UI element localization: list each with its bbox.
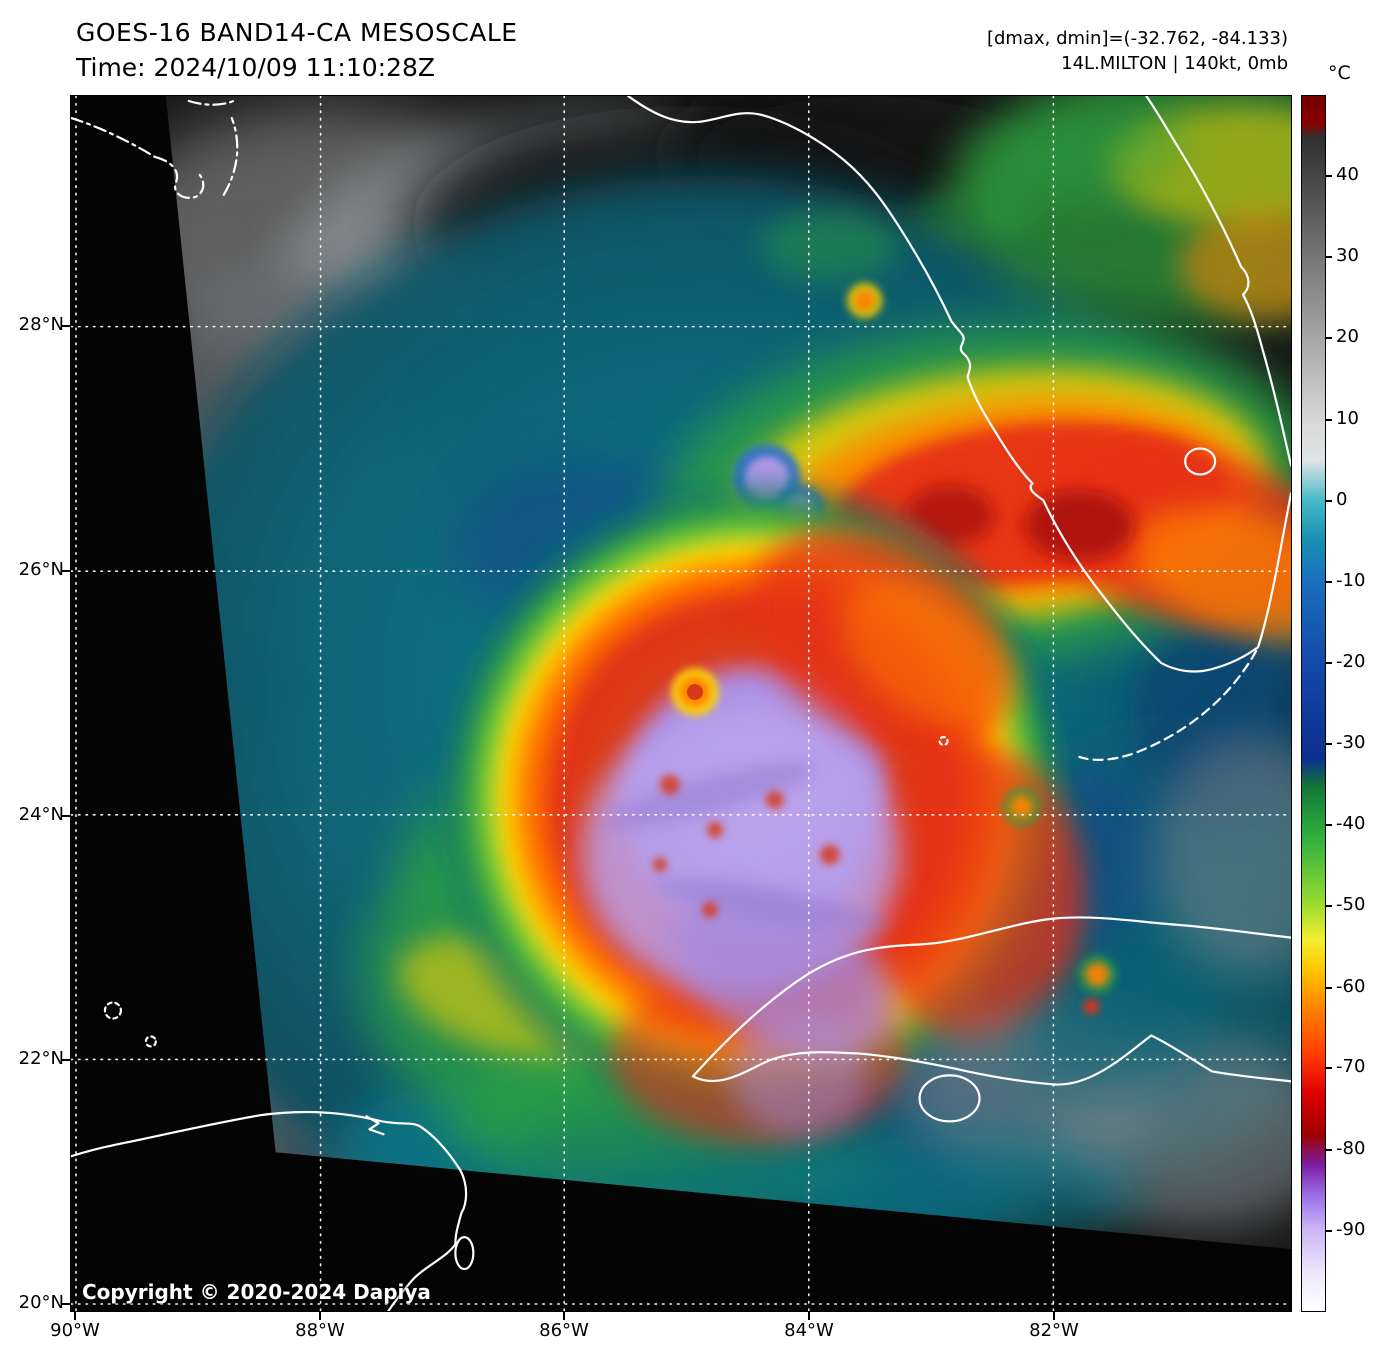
colorbar-tick-mark [1326,337,1332,339]
colorbar-tick-label: 40 [1336,164,1359,185]
colorbar-tick-label: 10 [1336,408,1359,429]
axis-tick-mark [62,815,70,817]
cozumel-outline [454,1236,475,1271]
colorbar-tick-mark [1326,1230,1332,1232]
coastlines [69,94,1293,1313]
colorbar [1301,95,1326,1312]
graticule [70,95,1292,1312]
dminmax-readout: [dmax, dmin]=(-32.762, -84.133) [986,28,1288,49]
app-title: GOES-16 BAND14-CA MESOSCALE [76,18,518,47]
axis-tick-mark [563,1312,565,1320]
axis-tick-mark [319,1312,321,1320]
colorbar-unit: °C [1328,62,1351,84]
axis-tick-mark [808,1312,810,1320]
satellite-map [69,94,1293,1313]
axis-tick-mark [62,1303,70,1305]
colorbar-tick-label: 0 [1336,489,1348,510]
colorbar-tick-mark [1326,1149,1332,1151]
colorbar-tick-label: -10 [1336,570,1366,591]
colorbar-tick-label: 20 [1336,326,1359,347]
colorbar-tick-mark [1326,905,1332,907]
lat-axis-label: 22°N [18,1048,64,1069]
lat-axis-label: 26°N [18,559,64,580]
axis-tick-mark [74,1312,76,1320]
axis-tick-mark [62,325,70,327]
colorbar-tick-label: -30 [1336,732,1366,753]
timestamp: Time: 2024/10/09 11:10:28Z [76,53,435,82]
reef-outline [103,1001,123,1020]
axis-tick-mark [62,1059,70,1061]
lon-axis-label: 86°W [539,1320,589,1341]
florida-coastline [626,94,1293,673]
colorbar-tick-label: -40 [1336,813,1366,834]
lon-axis-label: 88°W [295,1320,345,1341]
lake-okeechobee-outline [1184,447,1217,476]
colorbar-tick-label: -80 [1336,1138,1366,1159]
lat-axis-label: 20°N [18,1292,64,1313]
colorbar-tick-label: 30 [1336,245,1359,266]
yucatan-coastline [69,1110,468,1313]
colorbar-tick-mark [1326,1067,1332,1069]
hurricane-milton [425,470,1085,1145]
lat-axis-label: 24°N [18,804,64,825]
gulf-north-coastline [69,99,239,199]
colorbar-tick-mark [1326,743,1332,745]
colorbar-tick-label: -60 [1336,976,1366,997]
cuba-coastline [691,916,1293,1078]
florida-keys-outline [1078,649,1258,761]
colorbar-tick-mark [1326,500,1332,502]
colorbar-tick-mark [1326,824,1332,826]
copyright-label: Copyright © 2020-2024 Dapiya [82,1280,431,1304]
lon-axis-label: 82°W [1029,1320,1079,1341]
lon-axis-label: 90°W [50,1320,100,1341]
colorbar-tick-label: -50 [1336,894,1366,915]
colorbar-tick-mark [1326,175,1332,177]
axis-tick-mark [1053,1312,1055,1320]
axis-tick-mark [62,570,70,572]
reef-outline [144,1035,157,1048]
colorbar-tick-label: -90 [1336,1219,1366,1240]
storm-readout: 14L.MILTON | 140kt, 0mb [1061,53,1288,74]
colorbar-tick-mark [1326,581,1332,583]
lon-axis-label: 84°W [784,1320,834,1341]
colorbar-tick-label: -70 [1336,1056,1366,1077]
colorbar-tick-mark [1326,419,1332,421]
lat-axis-label: 28°N [18,314,64,335]
isla-juventud-outline [918,1074,981,1123]
colorbar-tick-mark [1326,256,1332,258]
satellite-map-panel [69,94,1293,1313]
colorbar-tick-mark [1326,662,1332,664]
colorbar-tick-mark [1326,987,1332,989]
colorbar-tick-label: -20 [1336,651,1366,672]
